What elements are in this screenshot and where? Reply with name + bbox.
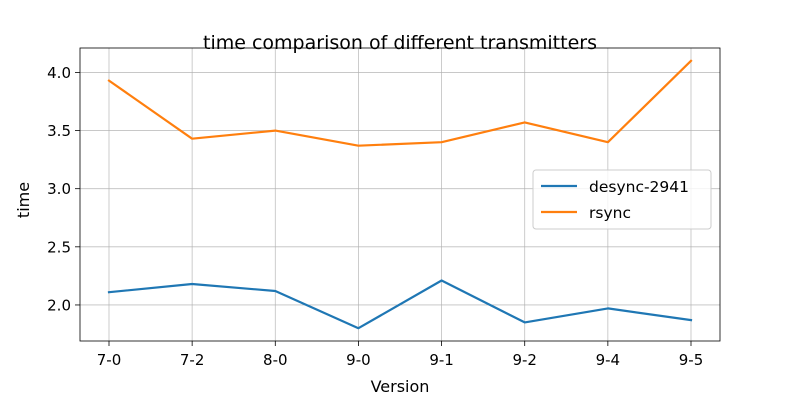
x-tick-label: 7-2 xyxy=(180,351,205,369)
legend-label-desync-2941: desync-2941 xyxy=(589,178,689,196)
x-tick-label: 9-5 xyxy=(679,351,704,369)
series-line-desync-2941 xyxy=(107,279,693,330)
x-tick-label: 8-0 xyxy=(263,351,288,369)
legend-box xyxy=(532,169,712,230)
y-axis-label: time xyxy=(14,182,33,218)
y-tick-label: 2.0 xyxy=(47,296,71,314)
series-line-rsync xyxy=(107,59,693,147)
legend-label-rsync: rsync xyxy=(589,204,631,222)
y-tick-label: 2.5 xyxy=(47,238,71,256)
x-tick-label: 9-1 xyxy=(429,351,454,369)
y-tick-label: 3.0 xyxy=(47,180,71,198)
x-tick-label: 9-2 xyxy=(512,351,537,369)
y-tick-label: 4.0 xyxy=(47,64,71,82)
x-axis-label: Version xyxy=(371,377,430,396)
series-lines xyxy=(107,59,693,330)
chart-title: time comparison of different transmitter… xyxy=(203,32,597,54)
x-tick-label: 9-0 xyxy=(346,351,371,369)
x-axis-ticks: 7-0 7-2 8-0 9-0 9-1 9-2 9-4 9-5 xyxy=(97,341,704,369)
y-axis-ticks: 2.0 2.5 3.0 3.5 4.0 xyxy=(47,64,80,314)
axes-frame xyxy=(79,47,721,342)
x-tick-label: 9-4 xyxy=(596,351,621,369)
y-tick-label: 3.5 xyxy=(47,122,71,140)
x-tick-label: 7-0 xyxy=(97,351,122,369)
legend: desync-2941 rsync xyxy=(532,169,712,230)
